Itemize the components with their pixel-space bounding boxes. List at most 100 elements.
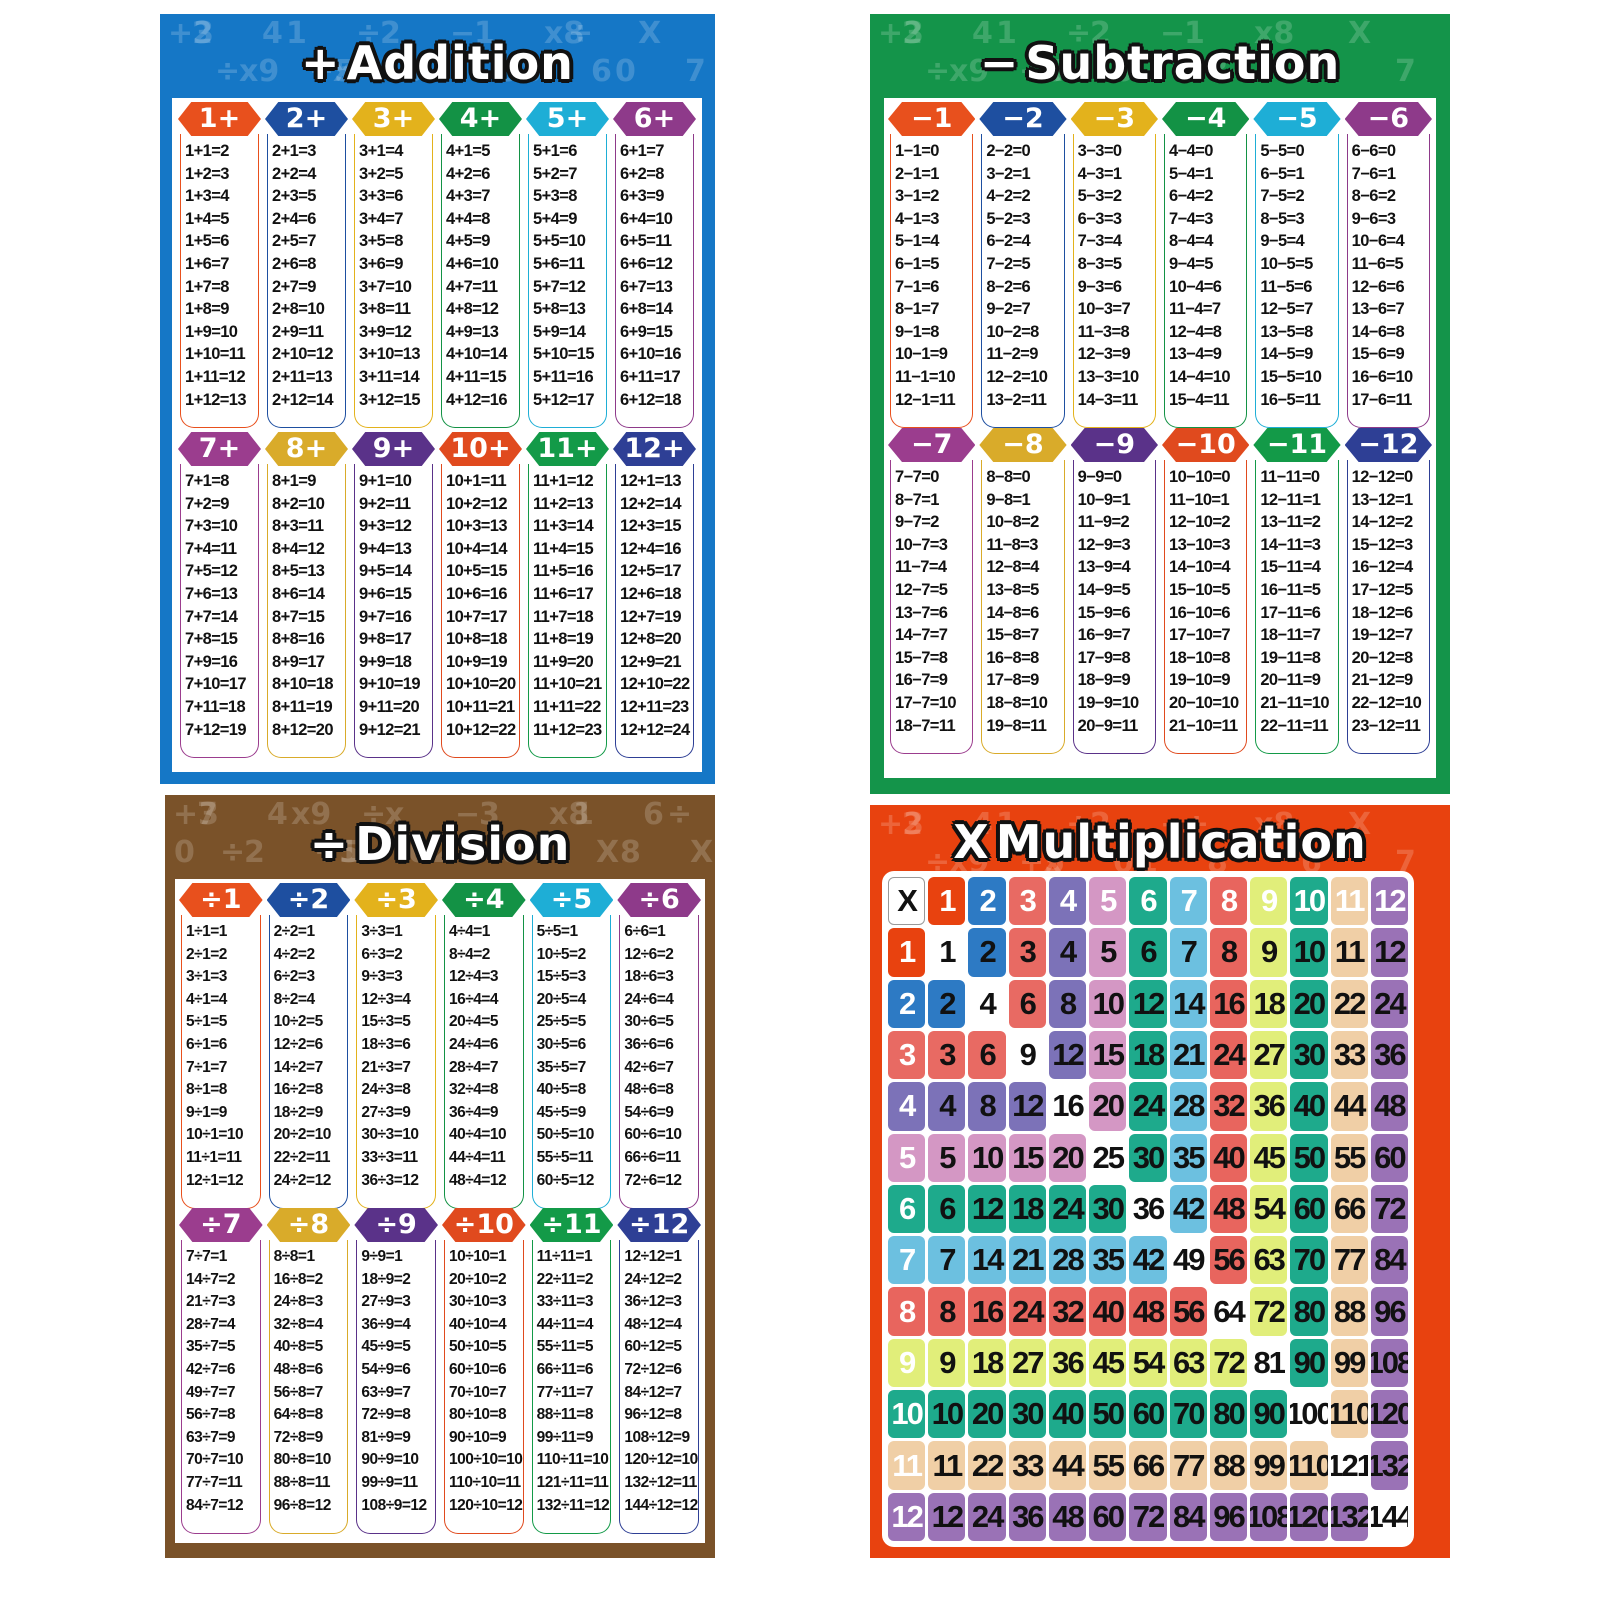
equation: 3+4=7 [359, 209, 403, 228]
equation: 1÷1=1 [186, 923, 227, 940]
equation: 4÷2=2 [273, 945, 315, 963]
product-cell: 18 [968, 1338, 1006, 1388]
product-cell: 45 [1089, 1338, 1127, 1388]
equation: 20÷2=10 [273, 1126, 332, 1144]
equation: 22÷11=2 [536, 1270, 594, 1288]
equation: 10−9=1 [1077, 490, 1131, 509]
equation: 9÷9=1 [361, 1248, 403, 1265]
equation: 11−9=2 [1077, 513, 1130, 532]
equation: 1+11=12 [185, 367, 246, 386]
equation: 11+9=20 [533, 652, 594, 671]
equation: 8−4=4 [1169, 232, 1213, 251]
equation-list: 5−5=0 6−5=1 7−5=2 8−5=3 9−5=4 10−5=5 11−5=6 12−… [1255, 134, 1339, 429]
equation: 8+2=10 [272, 494, 325, 513]
square-cell: 144 [1370, 1492, 1408, 1541]
equation: 36÷4=9 [448, 1103, 499, 1121]
equation: 1+6=7 [185, 254, 229, 273]
equation: 3÷3=1 [361, 923, 403, 940]
product-cell: 6 [1008, 979, 1046, 1028]
equation: 4−2=2 [986, 187, 1031, 206]
product-cell: 12 [1370, 928, 1408, 977]
column-header-cell: 3 [1008, 877, 1046, 926]
addition-columns-bottom: 7+ 7+1=8 7+2=9 7+3=10 7+4=11 7+5=12 7+6=13 7+7=… [178, 432, 696, 759]
product-cell: 48 [1370, 1082, 1408, 1131]
column-badge: −7 [888, 428, 976, 462]
product-cell: 24 [968, 1492, 1006, 1541]
column-division-5: ÷5 5÷5=1 10÷5=2 15÷5=3 20÷5=4 25÷5=5 30÷5=6 35÷… [529, 883, 614, 1210]
equation: 12+4=16 [620, 539, 682, 558]
equation: 7−1=6 [895, 277, 939, 296]
product-cell: 110 [1290, 1441, 1328, 1490]
product-cell: 6 [968, 1030, 1006, 1080]
equation: 12÷1=12 [186, 1171, 244, 1189]
product-cell: 12 [1129, 979, 1167, 1028]
column-badge: ÷11 [529, 1208, 614, 1242]
column-header-cell: 7 [1169, 877, 1207, 926]
product-cell: 42 [1169, 1184, 1207, 1234]
row-header-cell: 4 [888, 1082, 926, 1131]
equation: 5+2=7 [533, 164, 577, 183]
column-division-2: ÷2 2÷2=1 4÷2=2 6÷2=3 8÷2=4 10÷2=5 12÷2=6 14÷2=7… [266, 883, 351, 1210]
product-cell: 72 [1209, 1338, 1248, 1388]
product-cell: 6 [1129, 928, 1167, 977]
equation: 9−1=8 [895, 322, 939, 341]
times-icon: X [953, 815, 990, 869]
equation-list: 10−10=0 11−10=1 12−10=2 13−10=3 14−10=4 15−10… [1164, 460, 1248, 755]
equation: 9+2=11 [359, 494, 411, 513]
column-addition-10: 10+ 10+1=11 10+2=12 10+3=13 10+4=14 10+5=15 10… [439, 432, 522, 759]
equation: 4−1=3 [895, 209, 939, 228]
equation: 8+8=16 [272, 630, 325, 649]
equation: 6−1=5 [895, 254, 939, 273]
column-division-6: ÷6 6÷6=1 12÷6=2 18÷6=3 24÷6=4 30÷6=5 36÷6=6 42÷… [617, 883, 701, 1210]
equation: 13−11=2 [1260, 513, 1321, 532]
equation: 14−7=7 [895, 626, 948, 645]
product-cell: 14 [1169, 979, 1207, 1028]
equation: 16−8=8 [986, 648, 1039, 667]
column-header-cell: 2 [968, 877, 1006, 926]
equation: 1−1=0 [895, 142, 939, 160]
product-cell: 18 [1008, 1184, 1046, 1234]
square-cell: 49 [1169, 1236, 1207, 1285]
product-cell: 40 [1209, 1133, 1248, 1182]
equation: 6−6=0 [1351, 142, 1396, 160]
equation: 10÷2=5 [273, 1013, 324, 1031]
equation: 18÷6=3 [624, 968, 674, 986]
multiplication-poster: +3 ÷ 4 +5 ÷ 0−8 x8 6 X 7 2 x9 1 x 2 1 ÷ X Multiplication … [870, 805, 1450, 1558]
equation: 10+7=17 [446, 607, 508, 626]
product-cell: 84 [1370, 1236, 1408, 1285]
equation: 10+6=16 [446, 584, 508, 603]
product-cell: 56 [1209, 1236, 1248, 1285]
equation: 3+5=8 [359, 232, 403, 251]
equation-list: 3÷3=1 6÷3=2 9÷3=3 12÷3=4 15÷3=5 18÷3=6 21÷3=7 2… [356, 915, 436, 1210]
equation: 60÷12=5 [624, 1338, 682, 1356]
product-cell: 16 [1209, 979, 1248, 1028]
equation: 2−1=1 [895, 164, 939, 183]
product-cell: 42 [1129, 1236, 1167, 1285]
product-cell: 15 [1089, 1030, 1127, 1080]
equation: 6+2=8 [620, 164, 664, 183]
equation: 72÷8=9 [273, 1428, 324, 1446]
equation: 6+9=15 [620, 322, 673, 341]
equation: 49÷7=7 [186, 1383, 236, 1401]
product-cell: 54 [1250, 1184, 1288, 1234]
equation: 5+9=14 [533, 322, 586, 341]
equation: 3÷1=3 [186, 968, 227, 986]
equation: 17−12=5 [1351, 580, 1414, 599]
equation: 12+7=19 [620, 607, 682, 626]
equation: 3+11=14 [359, 367, 420, 386]
equation: 22−12=10 [1351, 693, 1422, 712]
product-cell: 10 [928, 1390, 966, 1439]
equation: 9÷3=3 [361, 968, 403, 986]
equation: 13−3=10 [1077, 367, 1140, 386]
equation: 44÷4=11 [448, 1148, 506, 1166]
equation: 10−8=2 [986, 513, 1039, 532]
equation: 4+9=13 [446, 322, 499, 341]
column-addition-12: 12+ 12+1=13 12+2=14 12+3=15 12+4=16 12+5=17 12… [613, 432, 696, 759]
equation: 13−5=8 [1260, 322, 1313, 341]
product-cell: 22 [968, 1441, 1006, 1490]
equation-list: 11÷11=1 22÷11=2 33÷11=3 44÷11=4 55÷11=5 66÷11… [531, 1240, 612, 1535]
equation: 3+1=4 [359, 142, 403, 160]
product-cell: 20 [968, 1390, 1006, 1439]
product-cell: 48 [1129, 1287, 1167, 1336]
square-cell: 4 [968, 979, 1006, 1028]
